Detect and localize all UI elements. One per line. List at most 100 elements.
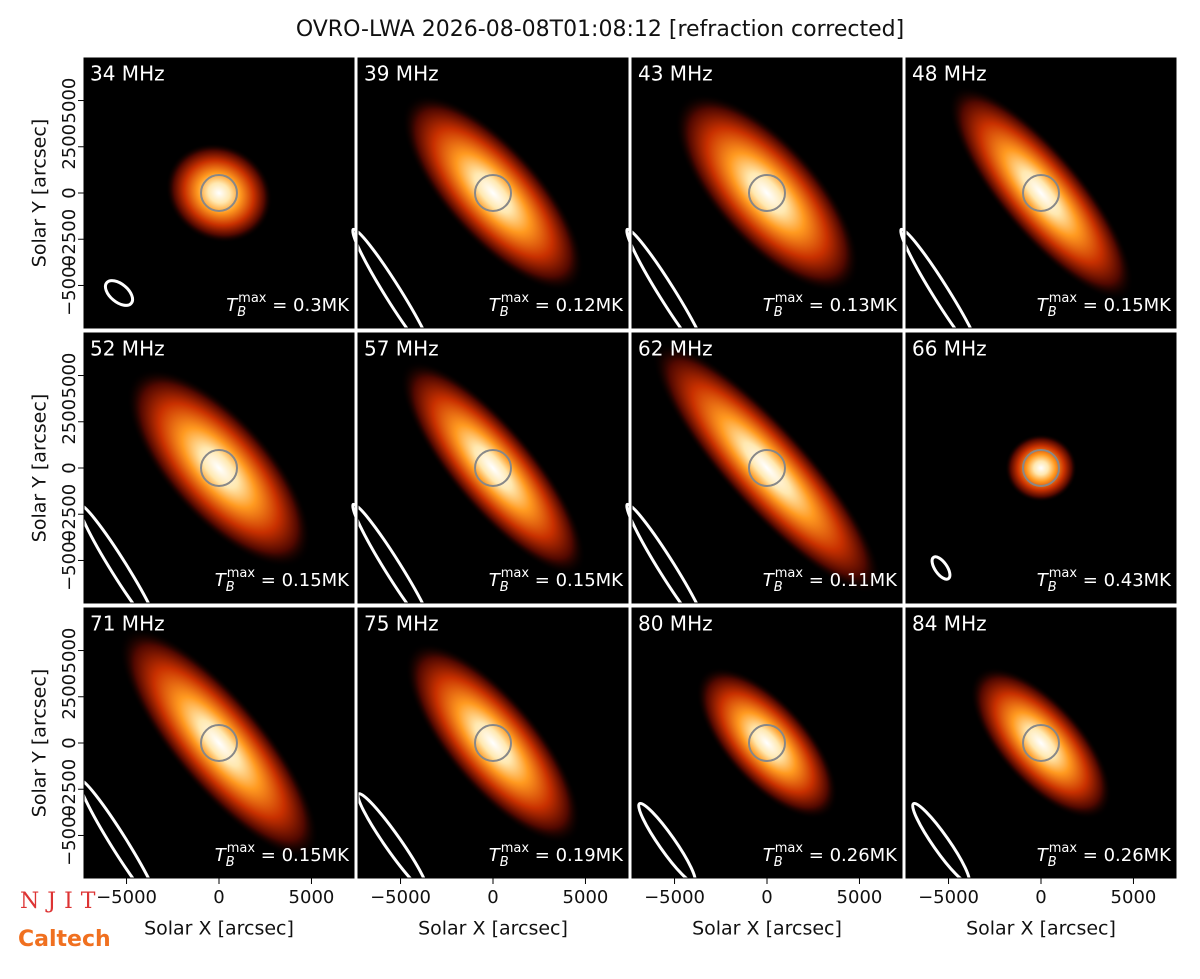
tb-symbol: T: [1037, 570, 1050, 591]
y-tick-label: 2500: [59, 124, 80, 170]
tb-sub: B: [774, 580, 783, 595]
y-tick-label: 5000: [59, 78, 80, 124]
panel-frame: [357, 57, 629, 329]
chart-title: OVRO-LWA 2026-08-08T01:08:12 [refraction…: [296, 17, 904, 42]
tb-sub: B: [774, 855, 783, 870]
tb-value: 0.13MK: [830, 295, 899, 316]
y-axis-label: Solar Y [arcsec]: [29, 394, 51, 542]
tb-value: 0.15MK: [282, 570, 351, 591]
tb-value: 0.12MK: [556, 295, 625, 316]
emission: [948, 86, 1134, 300]
tb-max-label: TBmax = 0.26MK: [1037, 841, 1172, 870]
tb-eq: =: [255, 570, 282, 591]
tb-symbol: T: [215, 845, 228, 866]
tb-symbol: T: [226, 295, 239, 316]
tb-sup: max: [1049, 841, 1078, 856]
tb-max-label: TBmax = 0.15MK: [489, 566, 624, 595]
beam: [637, 801, 697, 885]
tb-max-label: TBmax = 0.12MK: [489, 291, 624, 320]
solar-disk: [1022, 724, 1060, 762]
tb-value: 0.19MK: [556, 845, 625, 866]
tb-sub: B: [500, 580, 509, 595]
tb-sup: max: [501, 291, 530, 306]
tb-sub: B: [1048, 855, 1057, 870]
y-tick-label: 2500: [59, 399, 80, 445]
tb-sub: B: [774, 305, 783, 320]
panel: 75 MHz TBmax = 0.19MK: [356, 607, 629, 894]
beam: [911, 801, 971, 885]
emission: [970, 667, 1112, 819]
tb-symbol: T: [489, 295, 502, 316]
frequency-label: 39 MHz: [364, 62, 439, 86]
tb-sub: B: [1048, 305, 1057, 320]
x-tick-label: −5000: [370, 887, 431, 908]
y-tick-label: 5000: [59, 628, 80, 674]
emission: [674, 93, 860, 293]
tb-sup: max: [775, 566, 804, 581]
tb-max-label: TBmax = 0.26MK: [763, 841, 898, 870]
tb-eq: =: [1077, 295, 1104, 316]
tb-sub: B: [500, 305, 509, 320]
frequency-label: 34 MHz: [90, 62, 165, 86]
frequency-label: 62 MHz: [638, 337, 713, 361]
y-tick-label: 0: [59, 737, 80, 748]
x-tick-label: 0: [761, 887, 772, 908]
frequency-label: 43 MHz: [638, 62, 713, 86]
frequency-label: 48 MHz: [912, 62, 987, 86]
emission: [1005, 434, 1077, 502]
tb-symbol: T: [763, 845, 776, 866]
tb-eq: =: [1077, 570, 1104, 591]
x-tick-label: 0: [1035, 887, 1046, 908]
beam: [103, 279, 135, 307]
tb-sub: B: [237, 305, 246, 320]
tb-value: 0.15MK: [1104, 295, 1173, 316]
solar-disk: [474, 449, 512, 487]
tb-max-label: TBmax = 0.43MK: [1037, 566, 1172, 595]
frequency-label: 71 MHz: [90, 612, 165, 636]
solar-disk: [474, 724, 512, 762]
tb-value: 0.15MK: [556, 570, 625, 591]
tb-max-label: TBmax = 0.19MK: [489, 841, 624, 870]
tb-eq: =: [1077, 845, 1104, 866]
tb-sup: max: [1049, 291, 1078, 306]
tb-value: 0.26MK: [830, 845, 899, 866]
y-tick-label: −5000: [59, 255, 80, 316]
logo-caltech: Caltech: [18, 927, 111, 952]
tb-value: 0.26MK: [1104, 845, 1173, 866]
panel: 62 MHz TBmax = 0.11MK: [625, 332, 903, 634]
tb-max-label: TBmax = 0.15MK: [1037, 291, 1172, 320]
y-tick-label: 0: [59, 462, 80, 473]
tb-eq: =: [803, 845, 830, 866]
x-axis-label: Solar X [arcsec]: [966, 918, 1116, 940]
y-tick-label: −5000: [59, 805, 80, 866]
emission: [119, 628, 319, 858]
tb-symbol: T: [763, 295, 776, 316]
tb-value: 0.3MK: [293, 295, 350, 316]
y-tick-label: 5000: [59, 353, 80, 399]
tb-symbol: T: [489, 570, 502, 591]
x-axis-label: Solar X [arcsec]: [692, 918, 842, 940]
solar-disk: [200, 449, 238, 487]
y-tick-label: −2500: [59, 759, 80, 820]
x-tick-label: −5000: [96, 887, 157, 908]
emission: [126, 368, 312, 568]
y-tick-label: −2500: [59, 209, 80, 270]
panel: 34 MHz TBmax = 0.3MK: [83, 57, 355, 329]
x-tick-label: 0: [487, 887, 498, 908]
panel-frame: [357, 332, 629, 604]
tb-eq: =: [803, 295, 830, 316]
panel: 71 MHz TBmax = 0.15MK: [77, 607, 355, 909]
tb-symbol: T: [1037, 845, 1050, 866]
tb-max-label: TBmax = 0.3MK: [226, 291, 350, 320]
tb-sup: max: [227, 841, 256, 856]
y-axis-label: Solar Y [arcsec]: [29, 669, 51, 817]
frequency-label: 52 MHz: [90, 337, 165, 361]
tb-sup: max: [775, 291, 804, 306]
emission: [652, 342, 882, 594]
panel: 66 MHz TBmax = 0.43MK: [905, 332, 1177, 604]
tb-value: 0.11MK: [830, 570, 899, 591]
beam: [356, 792, 430, 894]
tb-max-label: TBmax = 0.15MK: [215, 566, 350, 595]
y-tick-label: −5000: [59, 530, 80, 591]
